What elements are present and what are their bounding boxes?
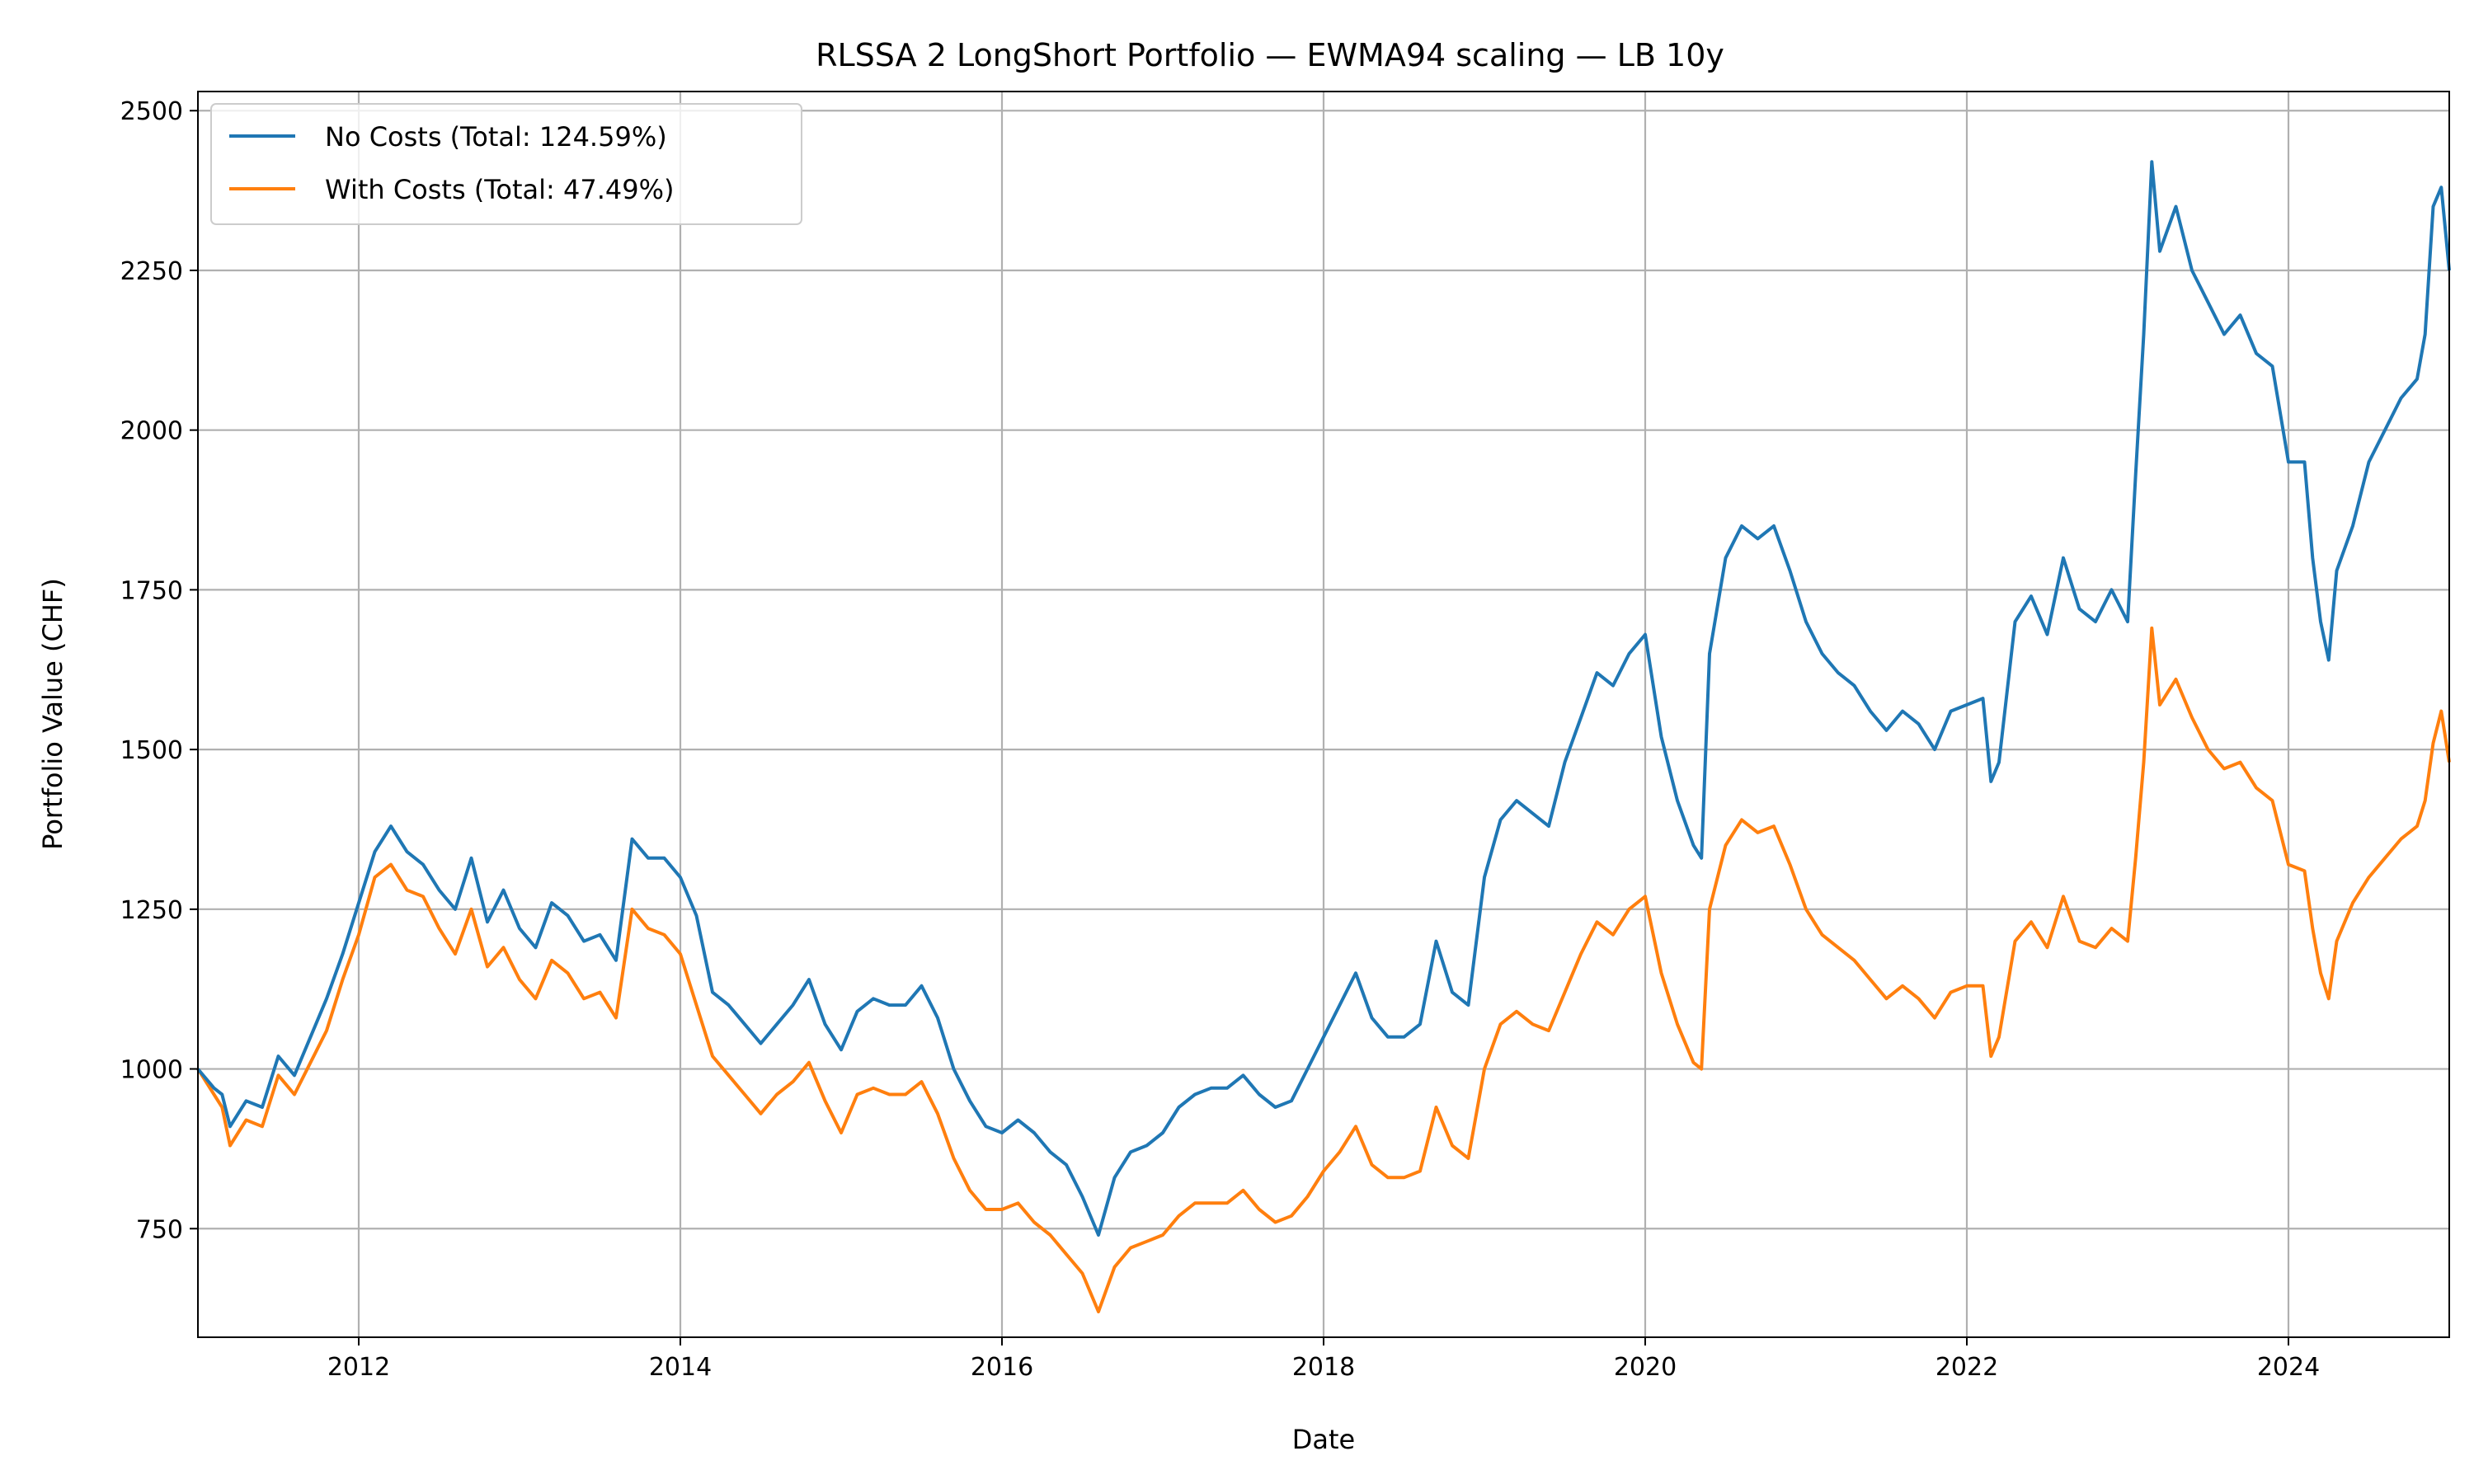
axis-ticks: 2012 2014 2016 2018 2020 2022 2024 750 1000 1250 1… bbox=[120, 97, 2321, 1382]
series-line-no-costs bbox=[196, 160, 2451, 1237]
x-tick-label: 2020 bbox=[1614, 1353, 1677, 1382]
legend-label-no-costs: No Costs (Total: 124.59%) bbox=[325, 121, 667, 153]
y-tick-label: 2250 bbox=[120, 257, 183, 286]
x-tick-label: 2014 bbox=[649, 1353, 712, 1382]
x-tick-label: 2024 bbox=[2257, 1353, 2320, 1382]
x-tick-label: 2022 bbox=[1935, 1353, 1998, 1382]
y-tick-label: 1000 bbox=[120, 1056, 183, 1085]
y-tick-label: 2000 bbox=[120, 417, 183, 446]
y-tick-label: 2500 bbox=[120, 97, 183, 126]
legend-box bbox=[210, 103, 802, 225]
x-tick-label: 2012 bbox=[327, 1353, 390, 1382]
series-lines bbox=[196, 160, 2451, 1313]
x-tick-label: 2016 bbox=[971, 1353, 1033, 1382]
x-tick-label: 2018 bbox=[1292, 1353, 1355, 1382]
chart-title: RLSSA 2 LongShort Portfolio — EWMA94 sca… bbox=[816, 37, 1724, 73]
legend-label-with-costs: With Costs (Total: 47.49%) bbox=[325, 174, 674, 205]
grid bbox=[198, 92, 2449, 1337]
series-line-with-costs bbox=[196, 626, 2451, 1313]
y-axis-label: Portfolio Value (CHF) bbox=[37, 578, 68, 850]
y-tick-label: 750 bbox=[136, 1215, 183, 1244]
x-axis-label: Date bbox=[1292, 1424, 1355, 1455]
y-tick-label: 1250 bbox=[120, 896, 183, 925]
y-tick-label: 1750 bbox=[120, 576, 183, 605]
legend: No Costs (Total: 124.59%) With Costs (To… bbox=[210, 103, 802, 225]
y-tick-label: 1500 bbox=[120, 736, 183, 765]
